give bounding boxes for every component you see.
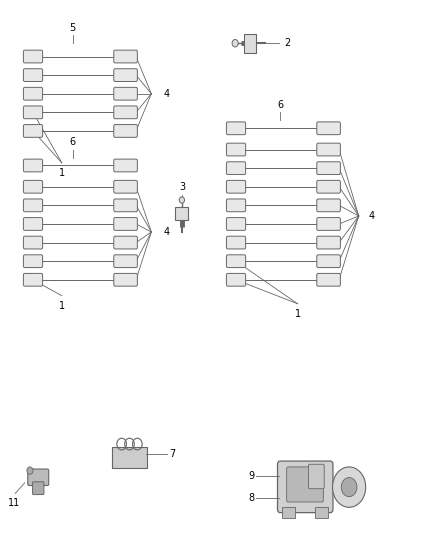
FancyBboxPatch shape	[23, 50, 42, 63]
Text: 7: 7	[170, 449, 176, 458]
FancyBboxPatch shape	[308, 464, 324, 489]
FancyBboxPatch shape	[114, 180, 138, 193]
FancyBboxPatch shape	[114, 255, 138, 268]
FancyBboxPatch shape	[226, 162, 246, 174]
Circle shape	[232, 39, 238, 47]
FancyBboxPatch shape	[114, 87, 138, 100]
FancyBboxPatch shape	[226, 180, 246, 193]
FancyBboxPatch shape	[114, 236, 138, 249]
Text: 6: 6	[277, 100, 283, 110]
Text: 9: 9	[249, 472, 255, 481]
FancyBboxPatch shape	[226, 255, 246, 268]
Text: 1: 1	[294, 309, 300, 319]
FancyBboxPatch shape	[278, 461, 333, 513]
Text: 2: 2	[285, 38, 291, 48]
Text: 3: 3	[179, 182, 185, 192]
FancyBboxPatch shape	[114, 217, 138, 230]
FancyBboxPatch shape	[314, 507, 328, 519]
FancyBboxPatch shape	[114, 159, 138, 172]
FancyBboxPatch shape	[114, 273, 138, 286]
FancyBboxPatch shape	[23, 255, 42, 268]
Circle shape	[341, 478, 357, 497]
FancyBboxPatch shape	[317, 236, 340, 249]
FancyBboxPatch shape	[114, 106, 138, 119]
Text: 8: 8	[249, 492, 255, 503]
FancyBboxPatch shape	[317, 180, 340, 193]
FancyBboxPatch shape	[23, 217, 42, 230]
Text: 1: 1	[59, 168, 65, 178]
Circle shape	[332, 467, 366, 507]
FancyBboxPatch shape	[317, 217, 340, 230]
FancyBboxPatch shape	[317, 199, 340, 212]
FancyBboxPatch shape	[114, 69, 138, 82]
Circle shape	[27, 467, 33, 474]
FancyBboxPatch shape	[226, 217, 246, 230]
FancyBboxPatch shape	[226, 143, 246, 156]
Text: 5: 5	[70, 22, 76, 33]
FancyBboxPatch shape	[226, 273, 246, 286]
FancyBboxPatch shape	[226, 236, 246, 249]
FancyBboxPatch shape	[282, 507, 295, 519]
FancyBboxPatch shape	[23, 273, 42, 286]
FancyBboxPatch shape	[317, 143, 340, 156]
FancyBboxPatch shape	[28, 469, 49, 486]
FancyBboxPatch shape	[317, 122, 340, 135]
FancyBboxPatch shape	[23, 199, 42, 212]
FancyBboxPatch shape	[226, 122, 246, 135]
FancyBboxPatch shape	[287, 467, 323, 502]
Circle shape	[179, 197, 184, 203]
Text: 4: 4	[368, 211, 374, 221]
Text: 1: 1	[59, 301, 65, 311]
FancyBboxPatch shape	[23, 180, 42, 193]
FancyBboxPatch shape	[317, 255, 340, 268]
FancyBboxPatch shape	[317, 273, 340, 286]
FancyBboxPatch shape	[23, 236, 42, 249]
FancyBboxPatch shape	[114, 199, 138, 212]
Text: 4: 4	[163, 227, 169, 237]
FancyBboxPatch shape	[23, 69, 42, 82]
FancyBboxPatch shape	[114, 50, 138, 63]
Text: 11: 11	[8, 498, 20, 508]
FancyBboxPatch shape	[317, 162, 340, 174]
FancyBboxPatch shape	[23, 87, 42, 100]
Text: 4: 4	[163, 88, 169, 99]
FancyBboxPatch shape	[23, 159, 42, 172]
FancyBboxPatch shape	[244, 34, 256, 53]
Text: 6: 6	[70, 137, 76, 147]
FancyBboxPatch shape	[112, 447, 147, 468]
FancyBboxPatch shape	[32, 482, 44, 495]
FancyBboxPatch shape	[175, 207, 188, 220]
FancyBboxPatch shape	[23, 106, 42, 119]
FancyBboxPatch shape	[23, 125, 42, 138]
FancyBboxPatch shape	[114, 125, 138, 138]
FancyBboxPatch shape	[226, 199, 246, 212]
